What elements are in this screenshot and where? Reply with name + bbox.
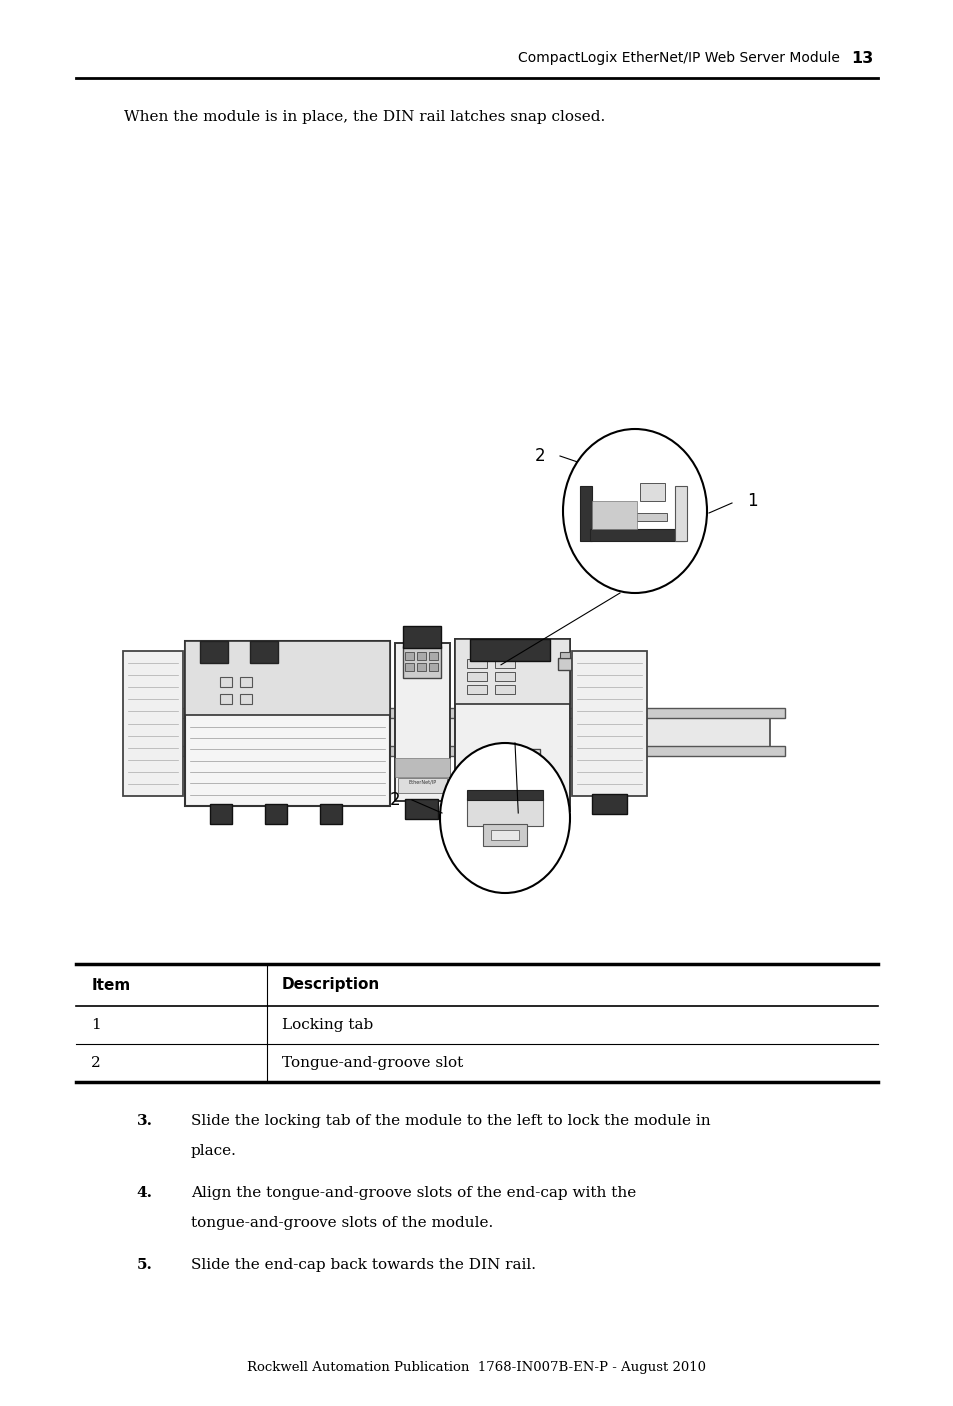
- Ellipse shape: [562, 429, 706, 593]
- Bar: [405, 664, 414, 671]
- Bar: [405, 652, 414, 659]
- Text: Item: Item: [91, 977, 131, 993]
- Text: 13: 13: [851, 51, 873, 66]
- Bar: [579, 486, 592, 541]
- Text: Description: Description: [282, 977, 380, 993]
- Bar: [467, 799, 542, 825]
- Text: 3.: 3.: [136, 1114, 152, 1128]
- Circle shape: [502, 768, 507, 773]
- Bar: [592, 501, 637, 529]
- Bar: [467, 685, 486, 695]
- Circle shape: [518, 782, 523, 786]
- Bar: [491, 830, 518, 839]
- Bar: [592, 794, 626, 814]
- Bar: [200, 641, 228, 664]
- Ellipse shape: [627, 730, 641, 752]
- Bar: [470, 808, 495, 830]
- Bar: [135, 747, 784, 756]
- Text: EtherNet/IP: EtherNet/IP: [408, 779, 436, 785]
- Bar: [429, 652, 437, 659]
- Text: 1: 1: [91, 1018, 101, 1032]
- Ellipse shape: [198, 742, 215, 770]
- Bar: [495, 685, 515, 695]
- Bar: [470, 638, 550, 661]
- Circle shape: [513, 768, 518, 773]
- Circle shape: [485, 782, 491, 786]
- Bar: [265, 804, 287, 824]
- Circle shape: [497, 782, 501, 786]
- Bar: [467, 672, 486, 681]
- Circle shape: [507, 782, 513, 786]
- Text: place.: place.: [191, 1144, 236, 1159]
- Bar: [319, 804, 341, 824]
- Bar: [220, 693, 232, 703]
- Bar: [495, 672, 515, 681]
- Bar: [250, 641, 277, 664]
- Bar: [482, 824, 526, 846]
- Bar: [639, 484, 664, 501]
- Text: Rockwell Automation Publication  1768-IN007B-EN-P - August 2010: Rockwell Automation Publication 1768-IN0…: [247, 1361, 706, 1375]
- Bar: [185, 641, 390, 716]
- Text: Slide the end-cap back towards the DIN rail.: Slide the end-cap back towards the DIN r…: [191, 1258, 536, 1272]
- Bar: [675, 486, 686, 541]
- Circle shape: [276, 641, 293, 657]
- Bar: [429, 664, 437, 671]
- Text: CompactLogix EtherNet/IP Web Server Module: CompactLogix EtherNet/IP Web Server Modu…: [517, 51, 839, 65]
- Text: Slide the locking tab of the module to the left to lock the module in: Slide the locking tab of the module to t…: [191, 1114, 710, 1128]
- Bar: [123, 651, 183, 796]
- Bar: [405, 799, 437, 820]
- Circle shape: [524, 768, 529, 773]
- Bar: [402, 645, 440, 678]
- Bar: [572, 651, 646, 796]
- Bar: [519, 808, 544, 830]
- Bar: [559, 652, 569, 658]
- Bar: [210, 804, 232, 824]
- Text: 2: 2: [534, 447, 545, 465]
- Text: Align the tongue-and-groove slots of the end-cap with the: Align the tongue-and-groove slots of the…: [191, 1187, 636, 1199]
- Circle shape: [480, 768, 485, 773]
- Bar: [185, 641, 390, 806]
- Text: 2: 2: [389, 792, 400, 808]
- Bar: [150, 713, 769, 751]
- Bar: [467, 659, 486, 668]
- Bar: [395, 643, 450, 801]
- Bar: [416, 652, 426, 659]
- Bar: [397, 778, 447, 793]
- Ellipse shape: [131, 730, 146, 752]
- Circle shape: [227, 641, 243, 657]
- Text: 2: 2: [91, 1056, 101, 1070]
- Bar: [479, 749, 539, 794]
- Text: 5.: 5.: [136, 1258, 152, 1272]
- Ellipse shape: [439, 742, 569, 893]
- Bar: [135, 709, 784, 718]
- Circle shape: [465, 643, 479, 657]
- Bar: [455, 638, 569, 811]
- Bar: [467, 790, 542, 800]
- Bar: [624, 513, 666, 522]
- Text: tongue-and-groove slots of the module.: tongue-and-groove slots of the module.: [191, 1216, 493, 1230]
- Bar: [555, 806, 566, 814]
- Bar: [416, 664, 426, 671]
- Bar: [558, 658, 572, 671]
- Text: Locking tab: Locking tab: [282, 1018, 373, 1032]
- Bar: [495, 659, 515, 668]
- Bar: [240, 678, 252, 688]
- Text: When the module is in place, the DIN rail latches snap closed.: When the module is in place, the DIN rai…: [124, 110, 604, 124]
- Text: 1: 1: [746, 492, 757, 510]
- Bar: [220, 678, 232, 688]
- Text: Tongue-and-groove slot: Tongue-and-groove slot: [282, 1056, 463, 1070]
- Circle shape: [491, 768, 496, 773]
- Bar: [395, 758, 450, 778]
- Bar: [455, 638, 569, 704]
- Bar: [589, 529, 684, 541]
- Bar: [402, 626, 440, 648]
- Text: 4.: 4.: [136, 1187, 152, 1199]
- Bar: [240, 693, 252, 703]
